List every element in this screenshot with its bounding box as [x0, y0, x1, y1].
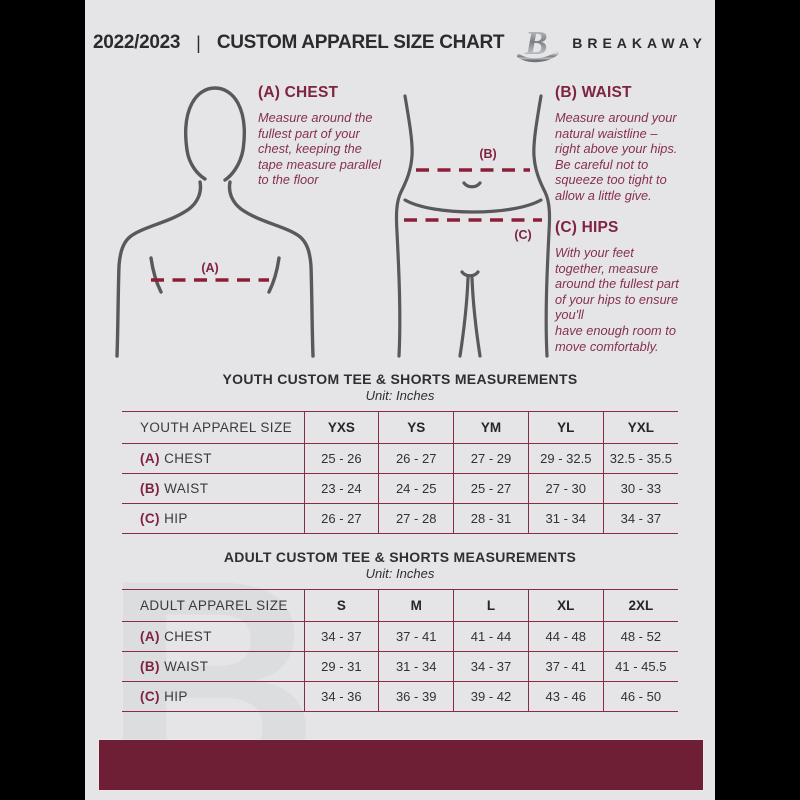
size-header: L	[453, 589, 529, 622]
cell: 27 - 28	[378, 503, 454, 534]
size-header: S	[303, 589, 379, 622]
waist-body-text: Measure around your natural waistline – …	[555, 110, 678, 203]
chest-instructions: (A) CHEST Measure around the fullest par…	[258, 84, 418, 188]
row-label: (A) CHEST	[122, 443, 304, 474]
size-header: YM	[453, 411, 529, 444]
size-header: XL	[527, 589, 604, 622]
cell: 31 - 34	[378, 651, 454, 682]
youth-table-unit: Unit: Inches	[365, 388, 435, 403]
chest-diagram-label: (A)	[201, 261, 218, 275]
brand-name: BREAKAWAY	[572, 35, 707, 51]
size-header: YS	[378, 411, 454, 444]
hips-instructions: (C) HIPS With your feet together, measur…	[555, 219, 715, 354]
waist-diagram-label: (B)	[479, 147, 496, 161]
chest-body-text: Measure around the fullest part of your …	[258, 110, 382, 188]
chest-heading: (A) CHEST	[258, 84, 339, 101]
cell: 34 - 36	[303, 681, 379, 712]
cell: 48 - 52	[602, 621, 678, 652]
size-header: YL	[527, 411, 604, 444]
footer-accent-bar	[99, 740, 703, 790]
cell: 24 - 25	[378, 473, 454, 504]
table-row-waist: (B) WAIST 29 - 31 31 - 34 34 - 37 37 - 4…	[122, 651, 678, 682]
cell: 29 - 31	[303, 651, 379, 682]
row-label: (B) WAIST	[122, 651, 304, 682]
cell: 37 - 41	[527, 651, 604, 682]
cell: 28 - 31	[453, 503, 529, 534]
youth-header-row: YOUTH APPAREL SIZE YXS YS YM YL YXL	[122, 411, 678, 444]
page-title: CUSTOM APPAREL SIZE CHART	[216, 32, 505, 53]
row-label: (B) WAIST	[122, 473, 304, 504]
cell: 39 - 42	[453, 681, 529, 712]
header: 2022/2023 | CUSTOM APPAREL SIZE CHART B …	[85, 22, 715, 64]
cell: 23 - 24	[303, 473, 379, 504]
hips-body-text: With your feet together, measure around …	[555, 245, 679, 354]
table-row-hip: (C) HIP 26 - 27 27 - 28 28 - 31 31 - 34 …	[122, 503, 678, 534]
adult-table-title: ADULT CUSTOM TEE & SHORTS MEASUREMENTS	[223, 549, 577, 565]
svg-text:B: B	[524, 25, 548, 62]
youth-size-column-label: YOUTH APPAREL SIZE	[122, 411, 304, 444]
adult-header-row: ADULT APPAREL SIZE S M L XL 2XL	[122, 589, 678, 622]
size-header: M	[378, 589, 454, 622]
season-label: 2022/2023	[93, 32, 181, 53]
hip-diagram-label: (C)	[514, 228, 531, 242]
cell: 34 - 37	[602, 503, 678, 534]
size-chart-page: B 2022/2023 | CUSTOM APPAREL SIZE CHART …	[85, 0, 715, 800]
table-row-chest: (A) CHEST 25 - 26 26 - 27 27 - 29 29 - 3…	[122, 443, 678, 474]
size-header: YXL	[602, 411, 678, 444]
header-divider: |	[196, 32, 201, 53]
breakaway-b-logo-icon: B	[517, 25, 560, 63]
cell: 46 - 50	[602, 681, 678, 712]
chest-measure-figure: (A)	[115, 86, 315, 358]
cell: 29 - 32.5	[527, 443, 604, 474]
cell: 30 - 33	[602, 473, 678, 504]
waist-instructions: (B) WAIST Measure around your natural wa…	[555, 84, 715, 204]
cell: 26 - 27	[303, 503, 379, 534]
table-row-waist: (B) WAIST 23 - 24 24 - 25 25 - 27 27 - 3…	[122, 473, 678, 504]
cell: 34 - 37	[303, 621, 379, 652]
waist-hip-measure-figure: (B) (C)	[394, 94, 552, 358]
cell: 44 - 48	[527, 621, 604, 652]
cell: 36 - 39	[378, 681, 454, 712]
cell: 27 - 29	[453, 443, 529, 474]
cell: 25 - 27	[453, 473, 529, 504]
cell: 34 - 37	[453, 651, 529, 682]
cell: 31 - 34	[527, 503, 604, 534]
cell: 41 - 45.5	[602, 651, 678, 682]
waist-heading: (B) WAIST	[555, 84, 632, 101]
cell: 32.5 - 35.5	[602, 443, 678, 474]
table-row-hip: (C) HIP 34 - 36 36 - 39 39 - 42 43 - 46 …	[122, 681, 678, 712]
size-header: 2XL	[602, 589, 678, 622]
adult-size-column-label: ADULT APPAREL SIZE	[122, 589, 304, 622]
row-label: (C) HIP	[122, 503, 304, 534]
hips-heading: (C) HIPS	[555, 219, 619, 236]
table-row-chest: (A) CHEST 34 - 37 37 - 41 41 - 44 44 - 4…	[122, 621, 678, 652]
cell: 25 - 26	[303, 443, 379, 474]
row-label: (A) CHEST	[122, 621, 304, 652]
size-header: YXS	[303, 411, 379, 444]
cell: 37 - 41	[378, 621, 454, 652]
adult-table-unit: Unit: Inches	[365, 566, 435, 581]
cell: 27 - 30	[527, 473, 604, 504]
cell: 26 - 27	[378, 443, 454, 474]
youth-size-table: YOUTH APPAREL SIZE YXS YS YM YL YXL (A) …	[122, 411, 678, 534]
youth-table-title: YOUTH CUSTOM TEE & SHORTS MEASUREMENTS	[222, 371, 578, 387]
cell: 41 - 44	[453, 621, 529, 652]
row-label: (C) HIP	[122, 681, 304, 712]
cell: 43 - 46	[527, 681, 604, 712]
adult-size-table: ADULT APPAREL SIZE S M L XL 2XL (A) CHES…	[122, 589, 678, 712]
